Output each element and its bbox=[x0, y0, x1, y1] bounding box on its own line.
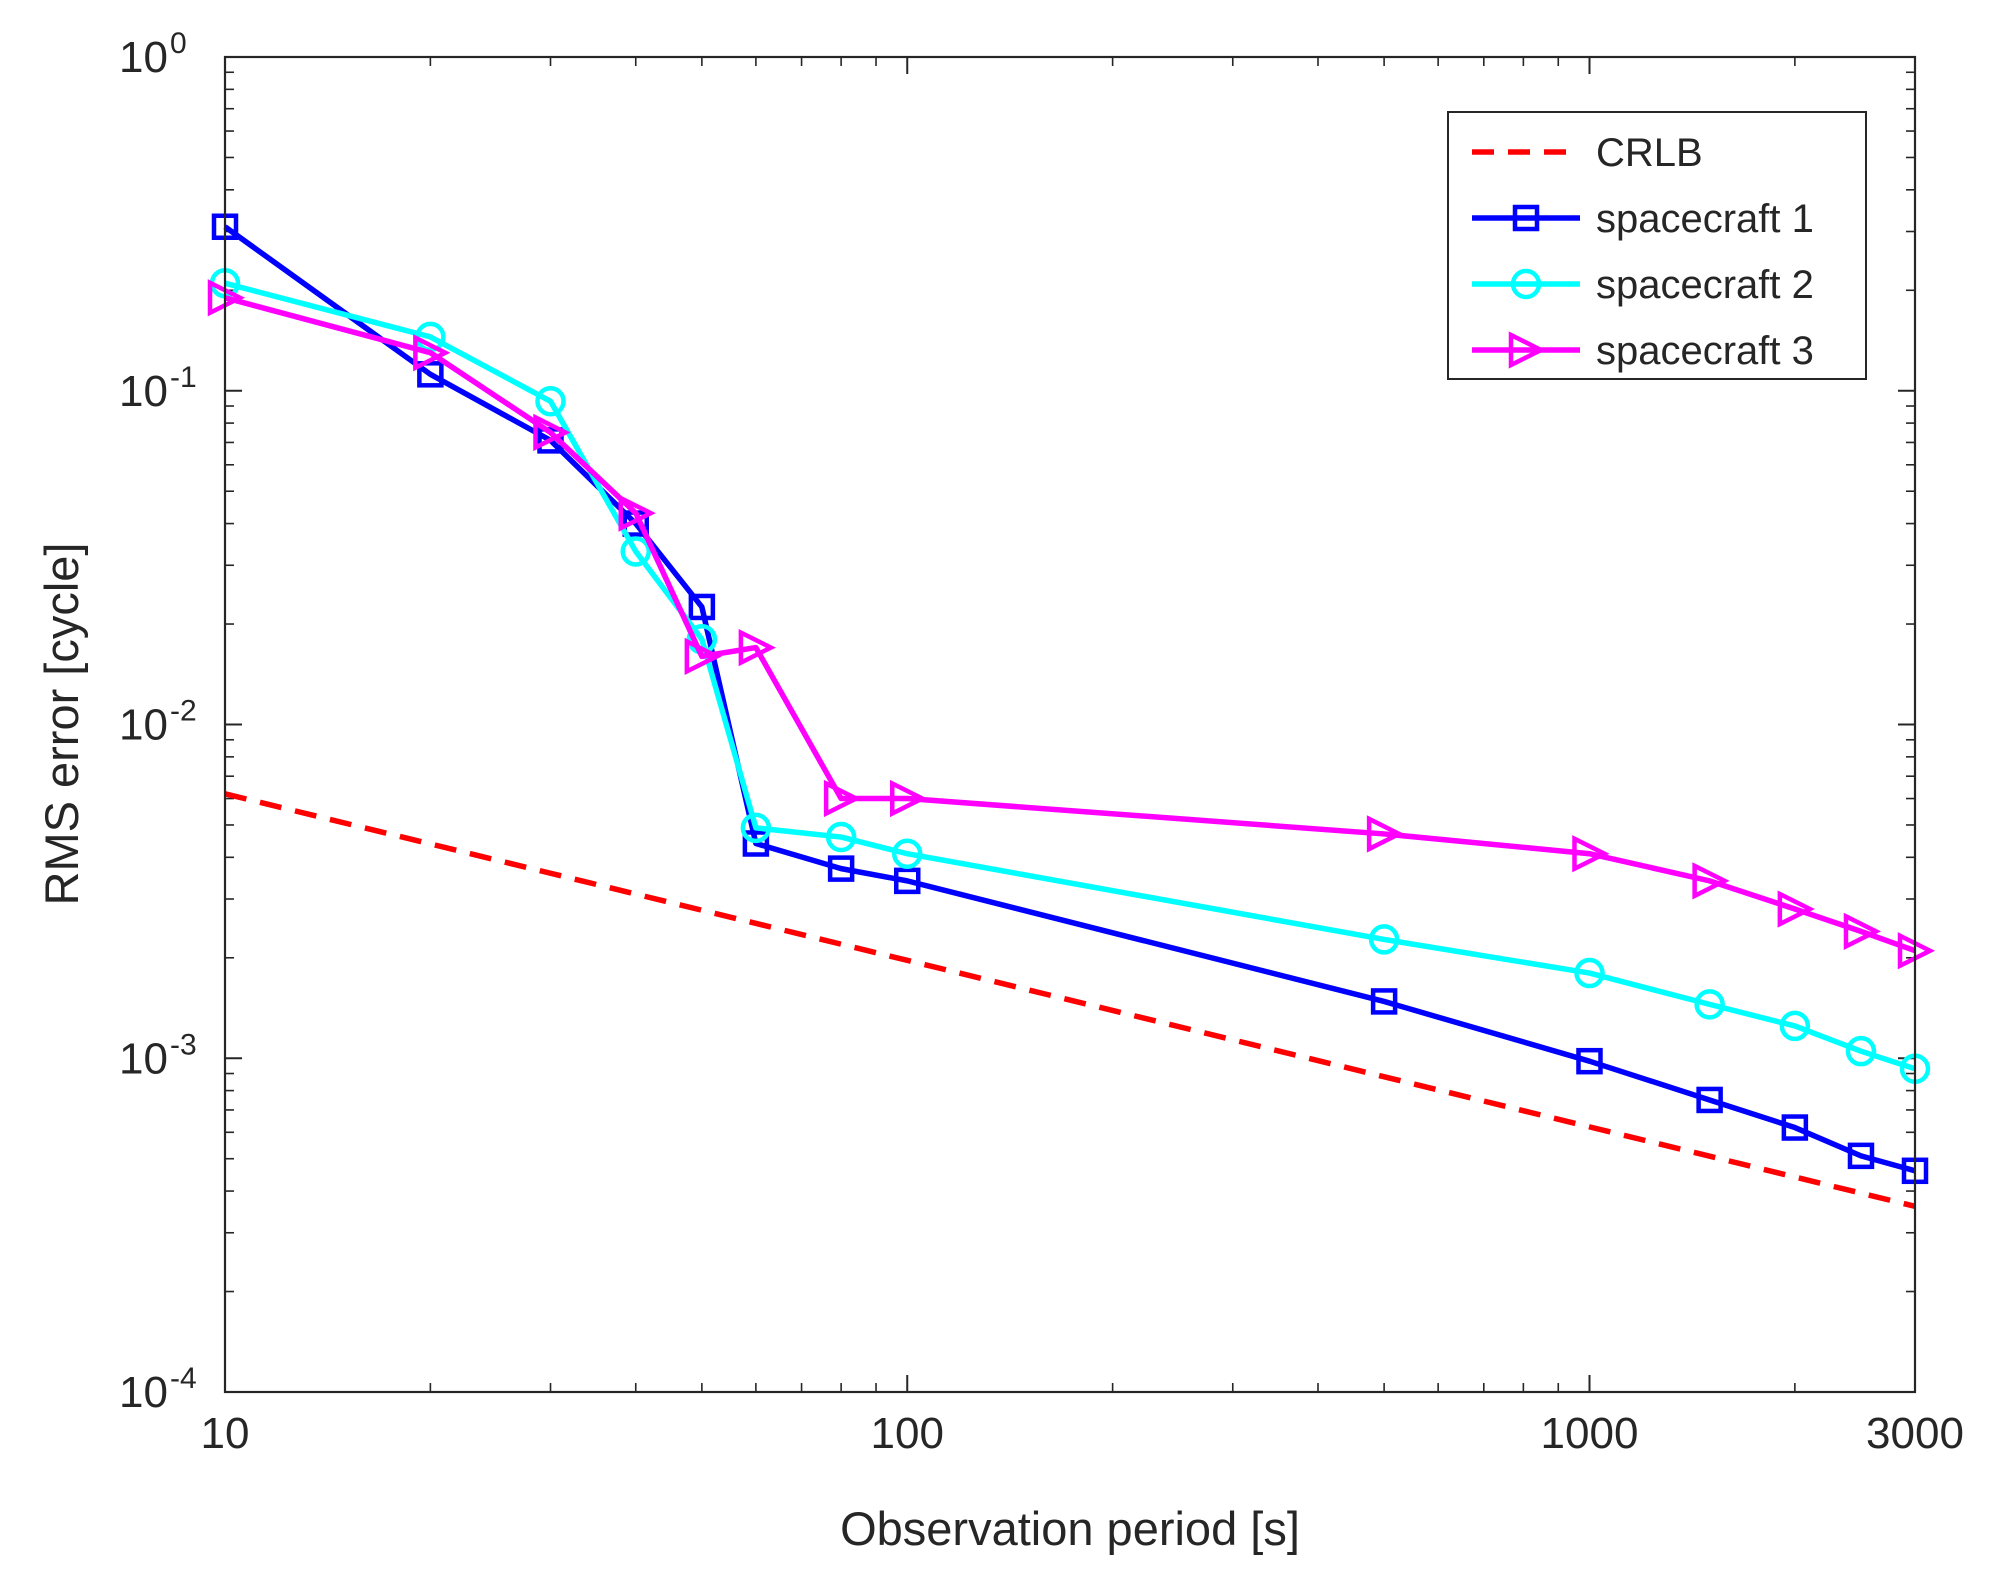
data-point bbox=[823, 779, 862, 818]
data-point bbox=[533, 413, 571, 452]
x-tick-label: 10 bbox=[201, 1409, 250, 1458]
y-tick-base: 10 bbox=[119, 1034, 168, 1083]
series-layer bbox=[207, 213, 1936, 1210]
data-point bbox=[1572, 835, 1610, 873]
data-point bbox=[1845, 1035, 1877, 1067]
series-line bbox=[224, 791, 1916, 1210]
legend-entry: spacecraft 1 bbox=[1472, 197, 1814, 241]
y-tick-label: 10 -2 bbox=[119, 695, 197, 750]
data-point bbox=[825, 821, 857, 853]
data-point bbox=[738, 628, 776, 667]
y-tick-exponent: -2 bbox=[170, 695, 197, 728]
data-point bbox=[1777, 890, 1815, 928]
data-point bbox=[1843, 912, 1882, 950]
legend: CRLB spacecraft 1 spacecraft 2 spacecraft 3 bbox=[1447, 111, 1867, 380]
data-point bbox=[1779, 1010, 1811, 1042]
data-point bbox=[889, 779, 928, 818]
data-point bbox=[1781, 1114, 1809, 1141]
data-point bbox=[620, 536, 652, 567]
data-point bbox=[893, 867, 921, 895]
series-line bbox=[223, 224, 1916, 1174]
y-tick-label: 10 -4 bbox=[119, 1362, 197, 1417]
y-tick-label: 10 -3 bbox=[119, 1028, 197, 1083]
y-tick-base: 10 bbox=[119, 367, 168, 416]
y-tick-exponent: -4 bbox=[170, 1362, 197, 1395]
legend-marker bbox=[1510, 268, 1542, 300]
data-point bbox=[1574, 957, 1605, 989]
data-point bbox=[827, 855, 855, 882]
y-tick-base: 10 bbox=[119, 1368, 168, 1417]
x-tick-labels: 10 100 1000 3000 bbox=[201, 1409, 1964, 1458]
legend-label: spacecraft 1 bbox=[1596, 197, 1814, 241]
legend-marker bbox=[1508, 331, 1547, 369]
legend-label: spacecraft 3 bbox=[1596, 329, 1814, 373]
data-point bbox=[1576, 1047, 1603, 1075]
x-tick-label: 100 bbox=[871, 1409, 944, 1458]
data-point bbox=[1696, 1086, 1723, 1114]
data-point bbox=[688, 593, 716, 621]
data-point bbox=[1368, 924, 1400, 955]
data-point bbox=[1370, 988, 1398, 1015]
y-tick-base: 10 bbox=[119, 701, 168, 750]
data-point bbox=[742, 830, 770, 857]
legend-label: spacecraft 2 bbox=[1596, 263, 1814, 307]
x-tick-label: 1000 bbox=[1541, 1409, 1639, 1458]
legend-entry: spacecraft 2 bbox=[1472, 263, 1814, 307]
x-tick-label: 3000 bbox=[1866, 1409, 1964, 1458]
data-point bbox=[618, 494, 656, 532]
y-tick-exponent: -3 bbox=[170, 1028, 197, 1061]
data-point bbox=[684, 637, 722, 676]
data-point bbox=[417, 361, 444, 388]
series-2 bbox=[211, 213, 1929, 1185]
data-point bbox=[1694, 989, 1725, 1020]
data-point bbox=[740, 812, 772, 844]
data-point bbox=[1692, 862, 1730, 900]
series-4 bbox=[207, 279, 1936, 970]
legend-box bbox=[1447, 111, 1867, 380]
data-point bbox=[535, 386, 566, 417]
data-point bbox=[1366, 815, 1405, 853]
legend-entry: spacecraft 3 bbox=[1472, 329, 1814, 373]
y-tick-exponent: -1 bbox=[170, 361, 197, 394]
x-axis-title: Observation period [s] bbox=[840, 1502, 1300, 1555]
series-1 bbox=[224, 791, 1916, 1210]
y-tick-exponent: 0 bbox=[170, 27, 187, 60]
data-point bbox=[413, 334, 451, 372]
y-tick-label: 10 -1 bbox=[119, 361, 197, 416]
y-axis-title: RMS error [cycle] bbox=[35, 543, 88, 906]
legend-entry: CRLB bbox=[1472, 131, 1703, 175]
plot-frame bbox=[223, 55, 1917, 1394]
y-tick-label: 10 0 bbox=[119, 27, 187, 82]
data-point bbox=[1847, 1142, 1875, 1170]
legend-label: CRLB bbox=[1596, 131, 1703, 175]
legend-marker bbox=[1512, 204, 1540, 232]
y-tick-base: 10 bbox=[119, 33, 168, 82]
data-point bbox=[891, 838, 923, 869]
minor-ticks bbox=[225, 57, 1916, 1392]
